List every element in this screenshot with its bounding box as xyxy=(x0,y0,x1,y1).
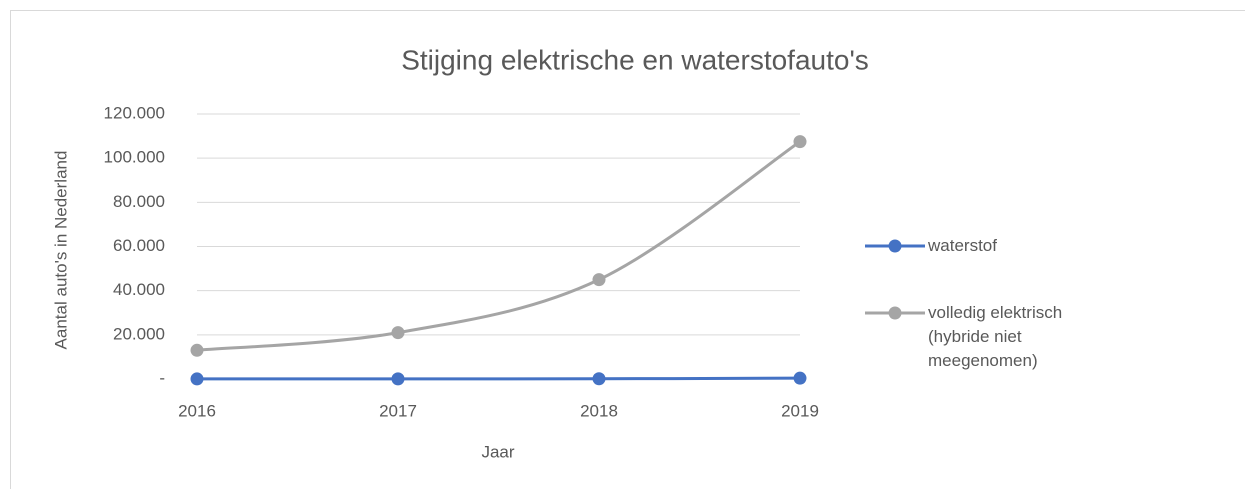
chart-title: Stijging elektrische en waterstofauto's xyxy=(401,44,869,75)
series-line xyxy=(196,376,801,381)
x-tick-label: 2018 xyxy=(580,401,618,420)
data-point xyxy=(592,273,606,287)
x-axis-label: Jaar xyxy=(481,442,514,461)
y-axis-label: Aantal auto's in Nederland xyxy=(51,151,70,350)
y-tick-label: 40.000 xyxy=(113,280,165,299)
data-point xyxy=(391,372,405,386)
y-tick-label: - xyxy=(159,368,165,387)
x-tick-label: 2016 xyxy=(178,401,216,420)
data-point xyxy=(793,135,807,149)
data-point xyxy=(190,372,204,386)
data-point xyxy=(391,326,405,340)
y-tick-label: 60.000 xyxy=(113,236,165,255)
legend-swatch-marker xyxy=(888,306,902,320)
x-tick-label: 2017 xyxy=(379,401,417,420)
chart-border xyxy=(10,10,1245,489)
data-point xyxy=(592,372,606,386)
data-point xyxy=(793,371,807,385)
y-tick-label: 80.000 xyxy=(113,192,165,211)
data-point xyxy=(190,343,204,357)
series-line xyxy=(196,140,801,352)
legend-swatch-marker xyxy=(888,239,902,253)
y-tick-label: 120.000 xyxy=(104,103,165,122)
legend-label: waterstof xyxy=(928,236,997,255)
y-tick-label: 100.000 xyxy=(104,148,165,167)
x-tick-label: 2019 xyxy=(781,401,819,420)
y-tick-label: 20.000 xyxy=(113,324,165,343)
legend-label: volledig elektrisch (hybride niet meegen… xyxy=(928,303,1063,370)
